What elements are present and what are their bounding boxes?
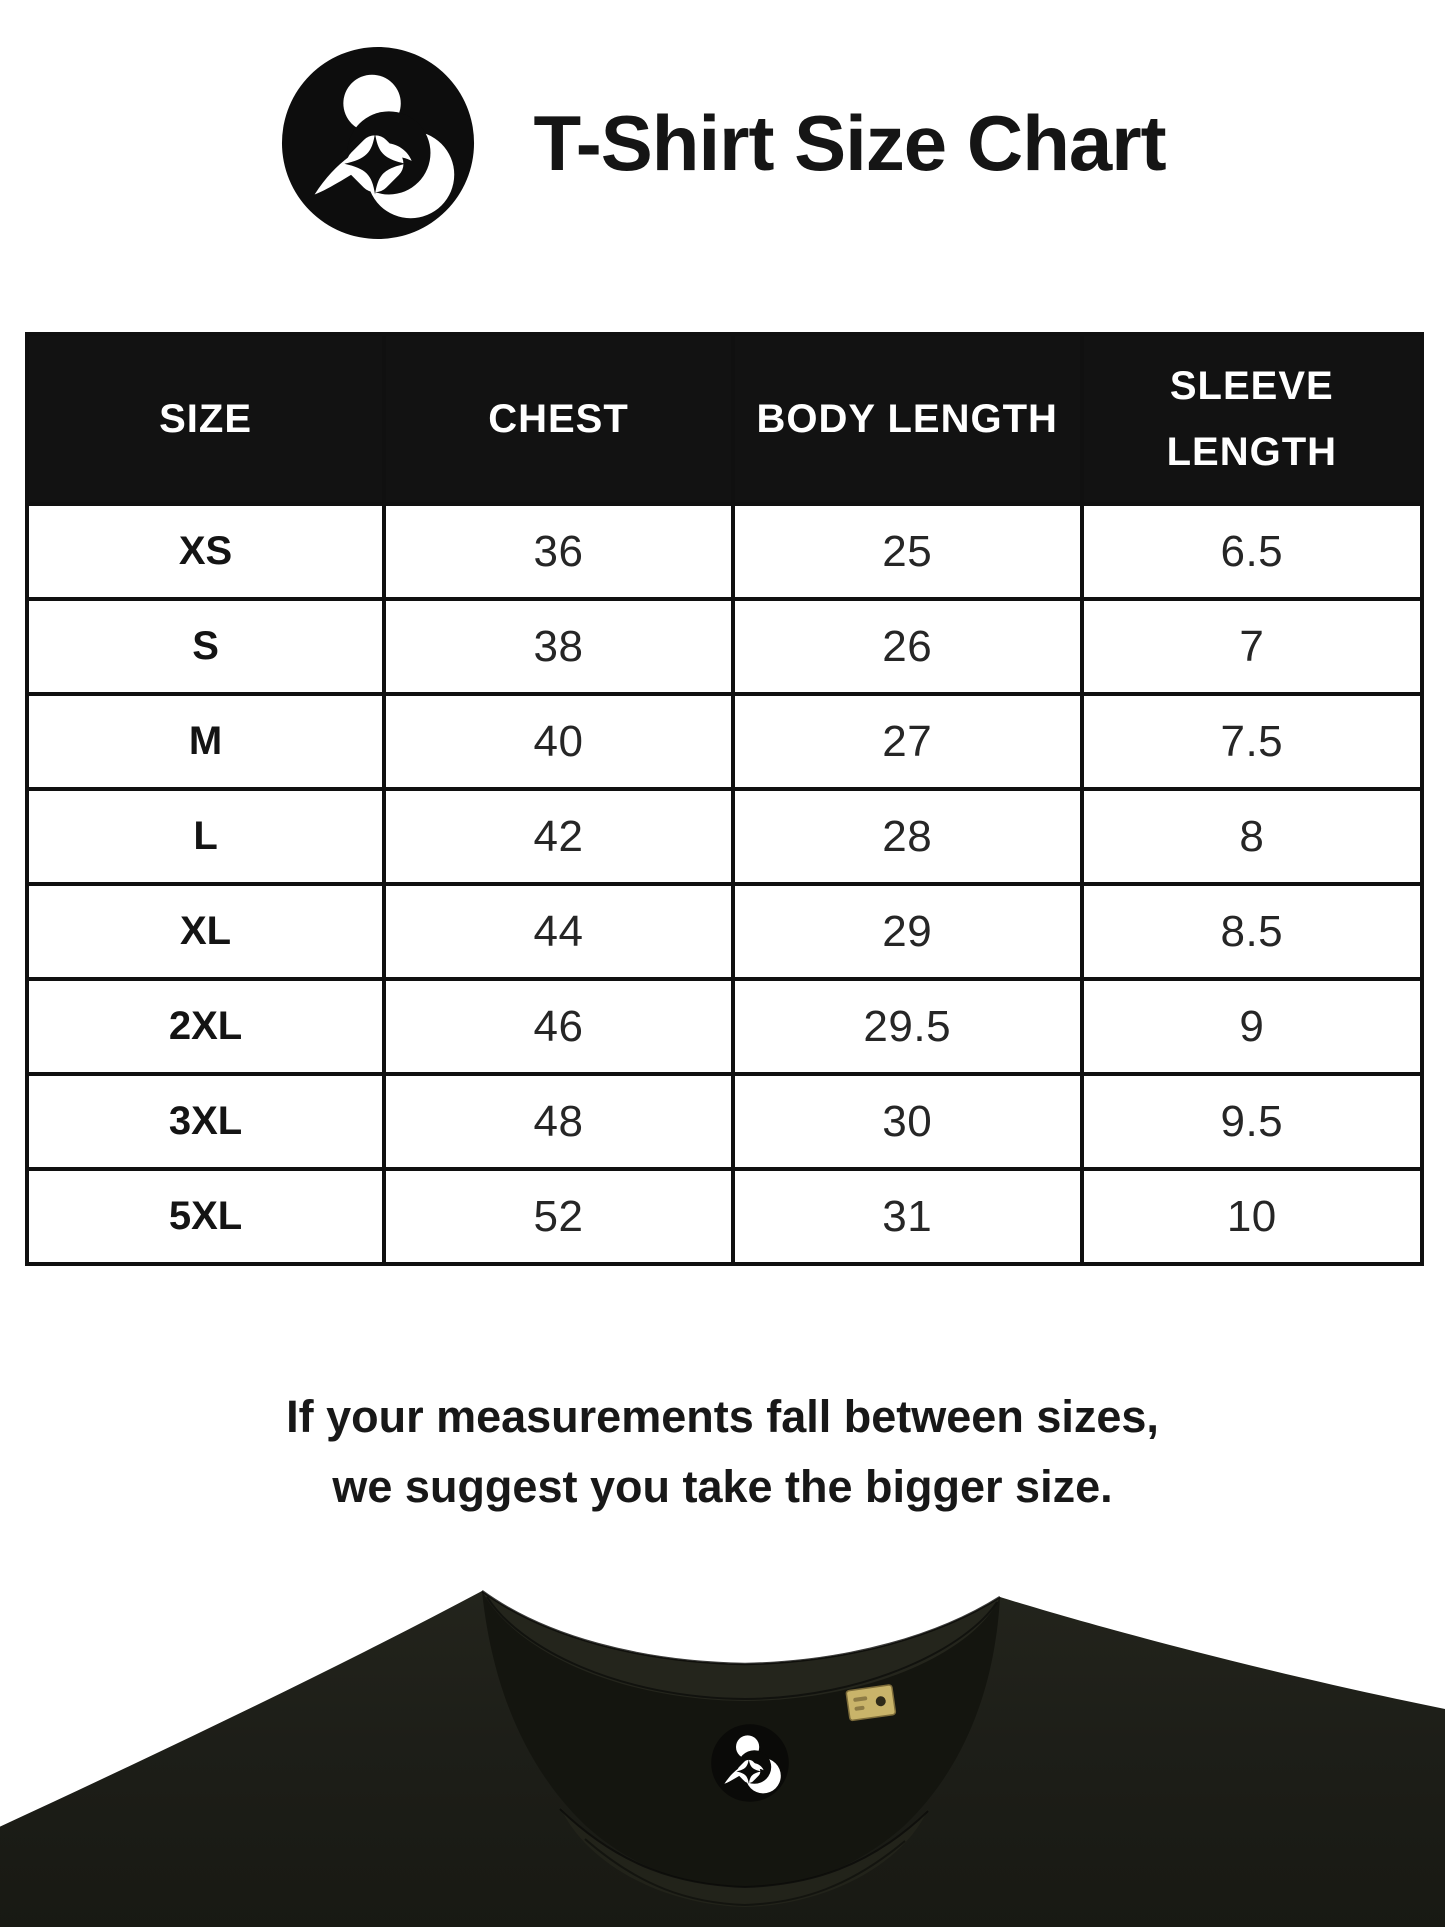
- chest-cell: 48: [382, 1072, 735, 1171]
- tshirt-photo: [0, 1567, 1445, 1927]
- chest-cell: 46: [382, 977, 735, 1076]
- page-title: T-Shirt Size Chart: [533, 98, 1166, 187]
- chest-cell: 40: [382, 692, 735, 791]
- body-length-cell: 30: [730, 1072, 1084, 1171]
- chest-cell: 38: [382, 597, 735, 696]
- body-length-cell: 26: [730, 597, 1084, 696]
- table-row: 3XL 48 30 9.5: [24, 1072, 1425, 1171]
- size-cell: XS: [24, 502, 387, 601]
- page-header: T-Shirt Size Chart: [0, 44, 1445, 242]
- front-neck-ribbing: [560, 1807, 928, 1907]
- size-note: If your measurements fall between sizes,…: [0, 1382, 1445, 1522]
- sleeve-length-cell: 9: [1079, 977, 1425, 1076]
- collar-tag-icon: [845, 1684, 897, 1722]
- sleeve-length-cell: 8: [1079, 787, 1425, 886]
- sleeve-length-cell: 10: [1079, 1167, 1425, 1266]
- neck-label-logo: [711, 1724, 789, 1802]
- body-length-cell: 28: [730, 787, 1084, 886]
- size-cell: S: [24, 597, 387, 696]
- collar-band: [482, 1591, 1000, 1701]
- table-row: L 42 28 8: [24, 787, 1425, 886]
- size-cell: 2XL: [24, 977, 387, 1076]
- body-length-cell: 29: [730, 882, 1084, 981]
- table-row: S 38 26 7: [24, 597, 1425, 696]
- body-length-cell: 27: [730, 692, 1084, 791]
- size-cell: L: [24, 787, 387, 886]
- size-cell: 5XL: [24, 1167, 387, 1266]
- column-header-size: SIZE: [24, 332, 387, 506]
- chest-cell: 52: [382, 1167, 735, 1266]
- column-header-body-length: BODY LENGTH: [730, 332, 1084, 506]
- note-line-1: If your measurements fall between sizes,: [286, 1391, 1159, 1442]
- sleeve-length-cell: 9.5: [1079, 1072, 1425, 1171]
- size-table-body: XS 36 25 6.5 S 38 26 7 M 40 27 7.5 L 42 28 8 XL 44 29 8.5 2X…: [24, 502, 1425, 1266]
- sleeve-length-cell: 8.5: [1079, 882, 1425, 981]
- table-header-row: SIZE CHEST BODY LENGTH SLEEVE LENGTH: [24, 332, 1425, 506]
- column-header-sleeve-length: SLEEVE LENGTH: [1079, 332, 1425, 506]
- chest-cell: 36: [382, 502, 735, 601]
- sleeve-length-cell: 7: [1079, 597, 1425, 696]
- size-table: SIZE CHEST BODY LENGTH SLEEVE LENGTH XS 3…: [24, 332, 1425, 1266]
- size-cell: XL: [24, 882, 387, 981]
- chest-cell: 44: [382, 882, 735, 981]
- table-row: XL 44 29 8.5: [24, 882, 1425, 981]
- tshirt-collar-illustration: [0, 1589, 1445, 1927]
- chest-cell: 42: [382, 787, 735, 886]
- table-row: M 40 27 7.5: [24, 692, 1425, 791]
- body-length-cell: 25: [730, 502, 1084, 601]
- table-row: 5XL 52 31 10: [24, 1167, 1425, 1266]
- body-length-cell: 29.5: [730, 977, 1084, 1076]
- body-length-cell: 31: [730, 1167, 1084, 1266]
- sleeve-length-cell: 6.5: [1079, 502, 1425, 601]
- sleeve-length-cell: 7.5: [1079, 692, 1425, 791]
- table-row: 2XL 46 29.5 9: [24, 977, 1425, 1076]
- size-cell: 3XL: [24, 1072, 387, 1171]
- size-cell: M: [24, 692, 387, 791]
- mother-and-child-logo-icon: [282, 46, 475, 240]
- note-line-2: we suggest you take the bigger size.: [332, 1460, 1113, 1512]
- table-row: XS 36 25 6.5: [24, 502, 1425, 601]
- column-header-chest: CHEST: [382, 332, 735, 506]
